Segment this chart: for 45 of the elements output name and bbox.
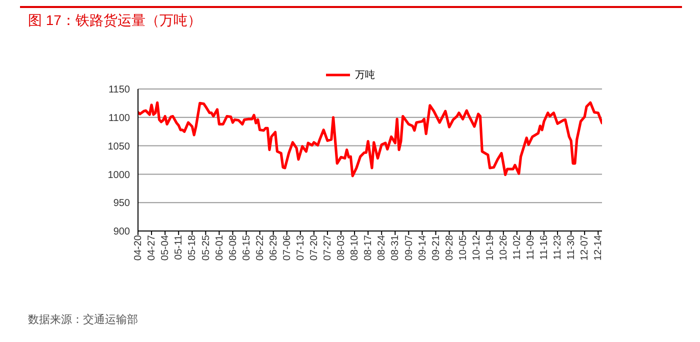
x-tick-label: 11-16 [539,234,550,260]
y-tick-label: 900 [113,226,130,238]
line-series [138,101,602,178]
legend-label: 万吨 [355,68,375,82]
x-tick-label: 08-24 [376,234,388,261]
x-tick-label: 12-07 [580,234,591,261]
x-tick-label: 12-14 [593,234,604,261]
x-tick-label: 07-13 [296,234,306,261]
x-tick-label: 05-04 [160,234,172,261]
x-tick-label: 10-19 [484,234,496,261]
x-tick-label: 10-26 [498,234,510,261]
source-note: 数据来源：交通运输部 [28,312,138,327]
x-tick-label: 06-29 [268,234,280,261]
x-tick-label: 07-20 [309,234,320,261]
x-tick-label: 05-18 [187,234,198,261]
x-tick-label: 05-11 [174,234,185,260]
x-tick-label: 11-09 [526,234,537,260]
x-tick-label: 07-06 [282,234,293,261]
x-tick-label: 04-20 [133,234,144,261]
y-tick-label: 1000 [108,170,130,181]
x-tick-label: 06-08 [228,234,239,261]
y-tick-label: 1150 [108,84,130,96]
x-tick-label: 09-14 [417,234,428,261]
x-tick-label: 08-17 [363,234,374,261]
chart-title: 图 17：铁路货运量（万吨） [28,12,202,30]
x-tick-label: 08-31 [390,234,402,261]
x-tick-label: 11-23 [552,234,564,260]
y-tick-label: 1050 [108,141,130,152]
x-tick-label: 05-25 [200,234,212,261]
x-tick-label: 09-21 [430,234,442,261]
x-tick-label: 06-22 [254,234,266,261]
x-tick-label: 06-01 [214,234,226,261]
y-tick-label: 950 [113,198,130,210]
x-tick-label: 04-27 [146,234,158,261]
y-tick-label: 1100 [108,112,130,124]
x-tick-label: 09-07 [404,234,415,261]
x-tick-label: 11-02 [512,234,524,260]
x-tick-label: 10-12 [471,234,482,261]
x-tick-label: 10-05 [458,234,469,261]
x-tick-label: 07-27 [322,234,334,261]
x-tick-label: 06-15 [241,234,252,261]
x-tick-label: 11-30 [566,234,578,260]
x-tick-label: 08-03 [336,234,348,261]
x-tick-label: 08-10 [350,234,361,261]
x-tick-label: 09-28 [444,234,456,261]
